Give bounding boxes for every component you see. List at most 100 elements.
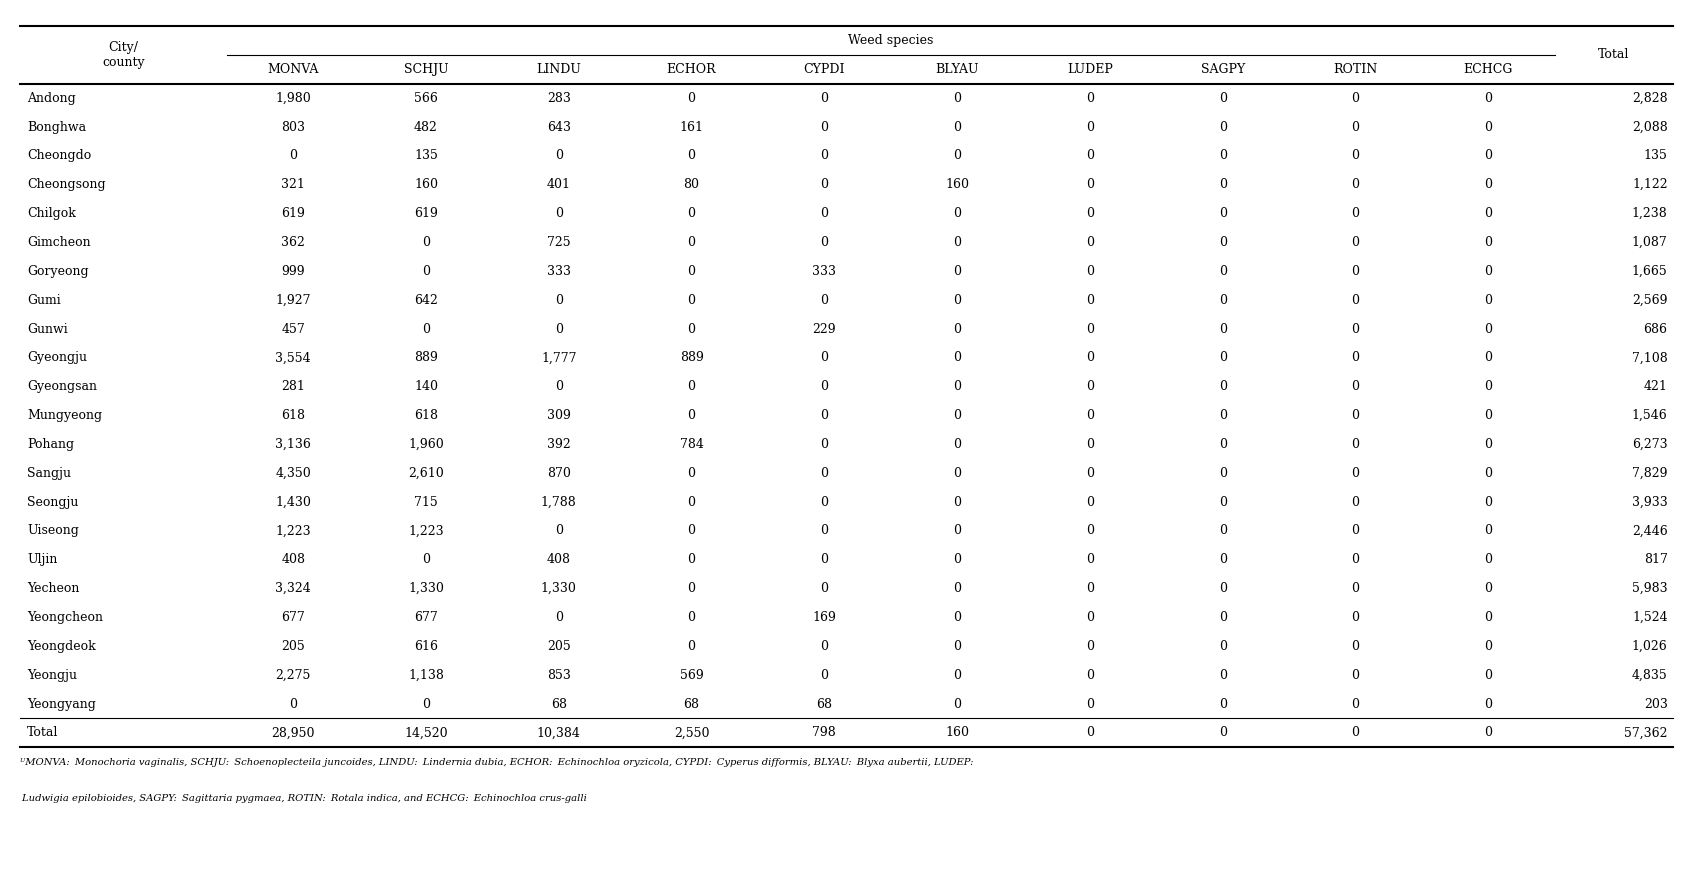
Text: 0: 0 bbox=[1085, 265, 1094, 278]
Text: 0: 0 bbox=[555, 207, 562, 220]
Text: Yeongyang: Yeongyang bbox=[27, 698, 97, 711]
Text: 0: 0 bbox=[1351, 381, 1359, 393]
Text: 0: 0 bbox=[821, 467, 828, 480]
Text: 0: 0 bbox=[953, 554, 962, 567]
Text: 619: 619 bbox=[281, 207, 305, 220]
Text: 0: 0 bbox=[1219, 236, 1227, 249]
Text: 677: 677 bbox=[415, 611, 438, 624]
Text: 3,933: 3,933 bbox=[1632, 495, 1668, 508]
Text: 135: 135 bbox=[1644, 149, 1668, 163]
Text: 0: 0 bbox=[1485, 207, 1492, 220]
Text: 392: 392 bbox=[547, 438, 571, 451]
Text: 7,829: 7,829 bbox=[1632, 467, 1668, 480]
Text: 784: 784 bbox=[679, 438, 704, 451]
Text: 0: 0 bbox=[1351, 351, 1359, 364]
Text: 0: 0 bbox=[1085, 409, 1094, 422]
Text: 0: 0 bbox=[687, 640, 696, 653]
Text: 0: 0 bbox=[1085, 582, 1094, 595]
Text: 0: 0 bbox=[1085, 554, 1094, 567]
Text: 999: 999 bbox=[281, 265, 305, 278]
Text: 140: 140 bbox=[415, 381, 438, 393]
Text: 1,927: 1,927 bbox=[276, 294, 312, 307]
Text: 68: 68 bbox=[816, 698, 833, 711]
Text: 1,238: 1,238 bbox=[1632, 207, 1668, 220]
Text: 0: 0 bbox=[422, 265, 430, 278]
Text: MONVA: MONVA bbox=[267, 63, 318, 76]
Text: 0: 0 bbox=[1485, 525, 1492, 537]
Text: 0: 0 bbox=[821, 236, 828, 249]
Text: 1,524: 1,524 bbox=[1632, 611, 1668, 624]
Text: 0: 0 bbox=[422, 236, 430, 249]
Text: 57,362: 57,362 bbox=[1624, 726, 1668, 740]
Text: 0: 0 bbox=[687, 554, 696, 567]
Text: 3,136: 3,136 bbox=[276, 438, 312, 451]
Text: 4,350: 4,350 bbox=[276, 467, 312, 480]
Text: 0: 0 bbox=[953, 351, 962, 364]
Text: 0: 0 bbox=[821, 207, 828, 220]
Text: 0: 0 bbox=[821, 294, 828, 307]
Text: 3,554: 3,554 bbox=[276, 351, 312, 364]
Text: 0: 0 bbox=[1485, 582, 1492, 595]
Text: 0: 0 bbox=[1085, 381, 1094, 393]
Text: 0: 0 bbox=[821, 582, 828, 595]
Text: 0: 0 bbox=[422, 322, 430, 335]
Text: 0: 0 bbox=[1085, 351, 1094, 364]
Text: 0: 0 bbox=[1219, 322, 1227, 335]
Text: 0: 0 bbox=[1085, 178, 1094, 191]
Text: 0: 0 bbox=[1485, 726, 1492, 740]
Text: 0: 0 bbox=[1351, 409, 1359, 422]
Text: 1,430: 1,430 bbox=[276, 495, 312, 508]
Text: Bonghwa: Bonghwa bbox=[27, 121, 86, 134]
Text: SCHJU: SCHJU bbox=[403, 63, 449, 76]
Text: 0: 0 bbox=[687, 265, 696, 278]
Text: 321: 321 bbox=[281, 178, 305, 191]
Text: 0: 0 bbox=[1351, 495, 1359, 508]
Text: 7,108: 7,108 bbox=[1632, 351, 1668, 364]
Text: 0: 0 bbox=[1085, 611, 1094, 624]
Text: 1,330: 1,330 bbox=[540, 582, 577, 595]
Text: 0: 0 bbox=[1485, 698, 1492, 711]
Text: 0: 0 bbox=[1351, 611, 1359, 624]
Text: Yeongju: Yeongju bbox=[27, 669, 78, 681]
Text: LINDU: LINDU bbox=[537, 63, 581, 76]
Text: ECHCG: ECHCG bbox=[1463, 63, 1514, 76]
Text: 677: 677 bbox=[281, 611, 305, 624]
Text: 0: 0 bbox=[1219, 495, 1227, 508]
Text: 686: 686 bbox=[1644, 322, 1668, 335]
Text: 0: 0 bbox=[1085, 669, 1094, 681]
Text: 2,446: 2,446 bbox=[1632, 525, 1668, 537]
Text: 0: 0 bbox=[1085, 207, 1094, 220]
Text: Gunwi: Gunwi bbox=[27, 322, 68, 335]
Text: 0: 0 bbox=[1085, 236, 1094, 249]
Text: 2,088: 2,088 bbox=[1632, 121, 1668, 134]
Text: 0: 0 bbox=[687, 611, 696, 624]
Text: 0: 0 bbox=[1219, 669, 1227, 681]
Text: 0: 0 bbox=[953, 438, 962, 451]
Text: Gyeongju: Gyeongju bbox=[27, 351, 86, 364]
Text: 0: 0 bbox=[1485, 495, 1492, 508]
Text: 0: 0 bbox=[821, 121, 828, 134]
Text: 0: 0 bbox=[821, 92, 828, 104]
Text: 3,324: 3,324 bbox=[276, 582, 312, 595]
Text: 853: 853 bbox=[547, 669, 571, 681]
Text: 0: 0 bbox=[1219, 438, 1227, 451]
Text: 0: 0 bbox=[687, 207, 696, 220]
Text: 2,828: 2,828 bbox=[1632, 92, 1668, 104]
Text: 2,550: 2,550 bbox=[674, 726, 709, 740]
Text: Yeongdeok: Yeongdeok bbox=[27, 640, 97, 653]
Text: 0: 0 bbox=[1351, 265, 1359, 278]
Text: 619: 619 bbox=[415, 207, 438, 220]
Text: 715: 715 bbox=[415, 495, 438, 508]
Text: 1,223: 1,223 bbox=[408, 525, 444, 537]
Text: 0: 0 bbox=[687, 236, 696, 249]
Text: 0: 0 bbox=[422, 698, 430, 711]
Text: 817: 817 bbox=[1644, 554, 1668, 567]
Text: 80: 80 bbox=[684, 178, 699, 191]
Text: 2,275: 2,275 bbox=[276, 669, 312, 681]
Text: 10,384: 10,384 bbox=[537, 726, 581, 740]
Text: 0: 0 bbox=[687, 582, 696, 595]
Text: 408: 408 bbox=[547, 554, 571, 567]
Text: 643: 643 bbox=[547, 121, 571, 134]
Text: 1,777: 1,777 bbox=[542, 351, 577, 364]
Text: 0: 0 bbox=[953, 92, 962, 104]
